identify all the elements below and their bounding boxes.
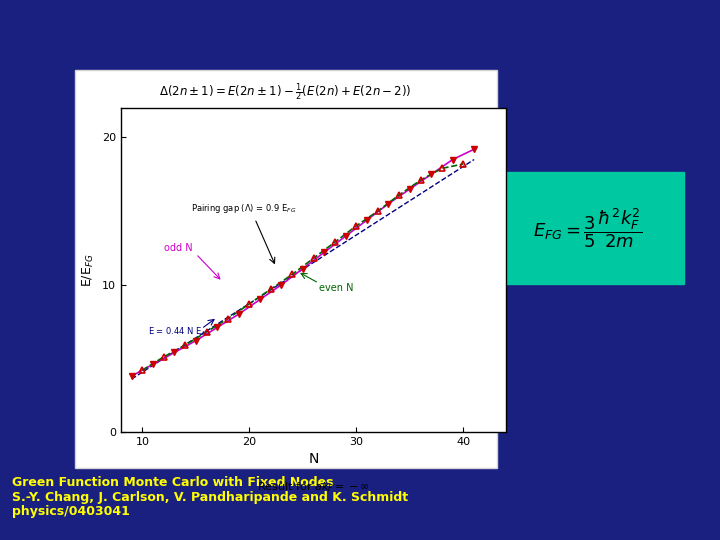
Text: $E_{FG} = \dfrac{3}{5}\dfrac{\hbar^2 k_F^2}{2m}$: $E_{FG} = \dfrac{3}{5}\dfrac{\hbar^2 k_F… [534,206,643,250]
Text: E = 0.44 N E$_{FG}$: E = 0.44 N E$_{FG}$ [148,326,210,338]
Text: physics/0403041: physics/0403041 [12,505,130,518]
Y-axis label: E/E$_{FG}$: E/E$_{FG}$ [81,253,96,287]
Text: even N: even N [319,282,354,293]
Text: Green Function Monte Carlo with Fixed Nodes: Green Function Monte Carlo with Fixed No… [12,476,333,489]
Text: Pairing gap ($\Lambda$) = 0.9 E$_{FG}$: Pairing gap ($\Lambda$) = 0.9 E$_{FG}$ [191,201,296,214]
Bar [492,172,684,284]
Bar [75,70,497,468]
X-axis label: N: N [308,453,319,467]
Text: $\Delta(2n \pm 1) = E(2n \pm 1) - \frac{1}{2}(E(2n) + E(2n-2))$: $\Delta(2n \pm 1) = E(2n \pm 1) - \frac{… [158,81,411,103]
Text: odd N: odd N [163,243,192,253]
Text: S.-Y. Chang, J. Carlson, V. Pandharipande and K. Schmidt: S.-Y. Chang, J. Carlson, V. Pandharipand… [12,490,408,503]
Text: Result for $ak_F = -\infty$: Result for $ak_F = -\infty$ [257,480,370,494]
